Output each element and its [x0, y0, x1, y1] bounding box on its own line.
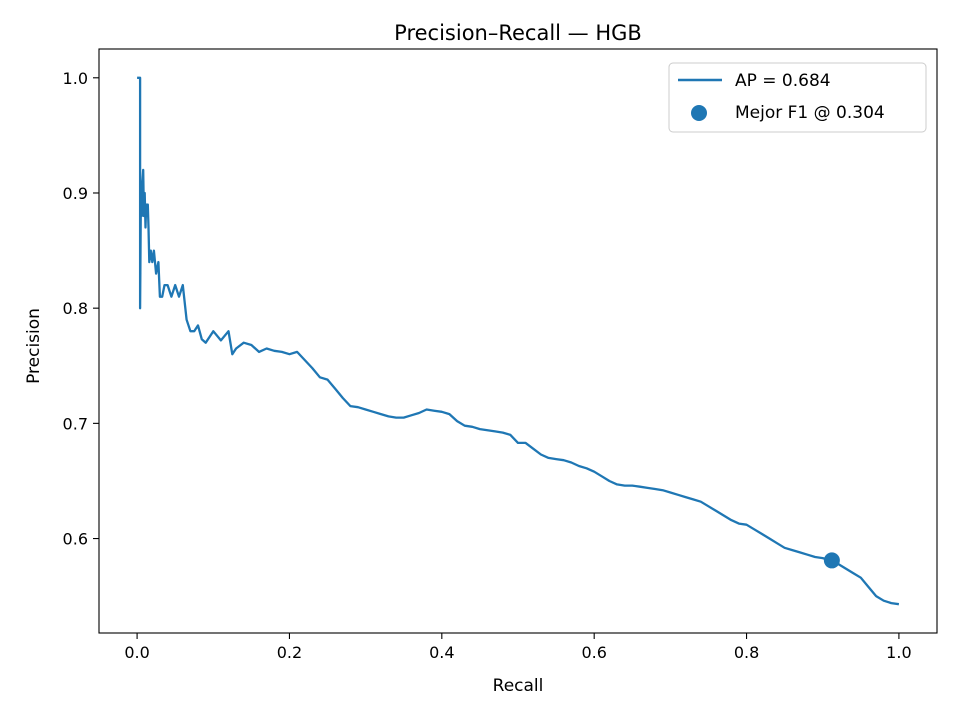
x-tick-label: 0.6 [581, 643, 606, 662]
legend: AP = 0.684 Mejor F1 @ 0.304 [668, 62, 927, 133]
x-axis-ticks: 0.0 0.2 0.4 0.6 0.8 1.0 [124, 633, 912, 662]
best-f1-point [823, 552, 840, 569]
legend-label-best-f1: Mejor F1 @ 0.304 [735, 103, 885, 123]
y-axis-title: Precision [24, 308, 44, 384]
legend-marker-swatch [691, 105, 707, 121]
series-layer [137, 76, 900, 606]
x-axis-title: Recall [493, 676, 544, 696]
y-tick-label: 0.7 [63, 414, 88, 433]
y-tick-label: 1.0 [63, 69, 88, 88]
legend-box [668, 62, 927, 133]
x-tick-label: 1.0 [886, 643, 911, 662]
x-tick-label: 0.0 [124, 643, 149, 662]
x-tick-label: 0.8 [734, 643, 759, 662]
y-tick-label: 0.8 [63, 299, 88, 318]
pr-curve-line [137, 76, 900, 606]
y-tick-label: 0.6 [63, 530, 88, 549]
y-axis-ticks: 0.6 0.7 0.8 0.9 1.0 [63, 69, 99, 549]
x-tick-label: 0.2 [277, 643, 302, 662]
x-tick-label: 0.4 [429, 643, 454, 662]
y-tick-label: 0.9 [63, 184, 88, 203]
legend-label-ap: AP = 0.684 [735, 71, 831, 91]
plot-frame [98, 48, 938, 634]
plot-area [99, 49, 937, 633]
chart-title: Precision–Recall — HGB [394, 21, 642, 45]
